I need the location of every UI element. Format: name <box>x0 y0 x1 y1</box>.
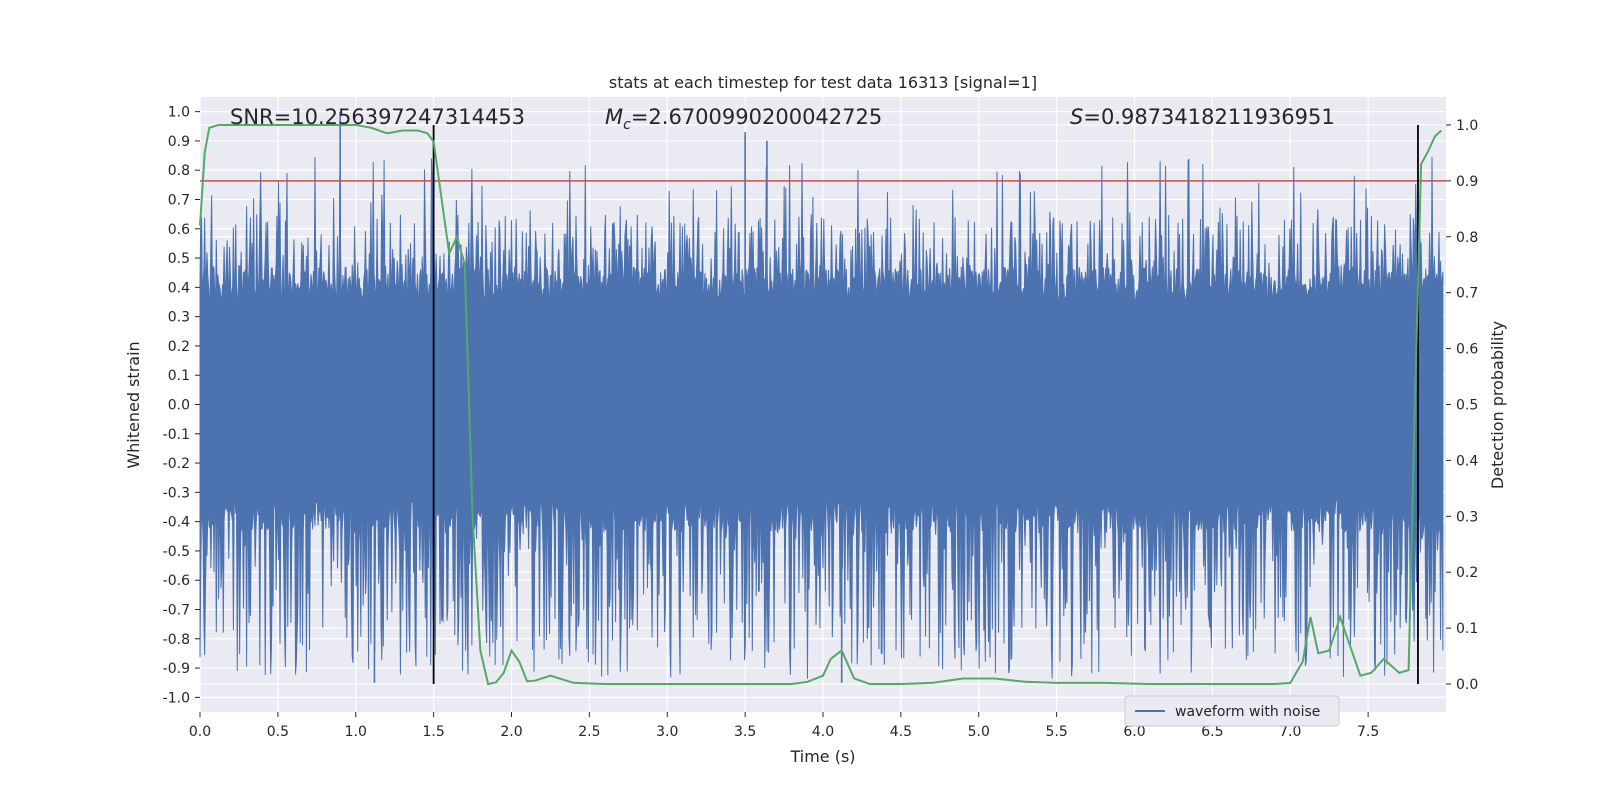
waveform-noise-band <box>199 156 1444 679</box>
x-tick-label: 5.5 <box>1045 724 1067 740</box>
chirp-mass-annotation: Mc=2.6700990200042725 <box>605 105 882 133</box>
y-tick-label: 0.8 <box>168 163 190 179</box>
x-tick-label: 0.0 <box>189 724 211 740</box>
x-tick-label: 6.5 <box>1201 724 1223 740</box>
significance-annotation: S=0.9873418211936951 <box>1070 105 1335 129</box>
y-tick-label: 0.6 <box>168 222 190 238</box>
y2-tick-label: 0.4 <box>1456 453 1478 469</box>
legend: waveform with noise <box>1124 695 1340 727</box>
series-detection-probability <box>199 123 1442 686</box>
y-tick-label: 0.7 <box>168 193 190 209</box>
legend-label-waveform: waveform with noise <box>1175 704 1320 720</box>
y2-tick-label: 0.8 <box>1456 230 1478 246</box>
x-tick-label: 3.0 <box>656 724 678 740</box>
y2-tick-label: 0.3 <box>1456 509 1478 525</box>
x-axis-label: Time (s) <box>789 747 855 766</box>
significance-value: =0.9873418211936951 <box>1083 105 1334 129</box>
x-tick-label: 4.0 <box>812 724 834 740</box>
y2-tick-label: 0.2 <box>1456 565 1478 581</box>
y2-tick-label: 0.1 <box>1456 621 1478 637</box>
event-marker-lines <box>432 124 1419 685</box>
x-tick-label: 2.5 <box>578 724 600 740</box>
y-tick-label: -0.6 <box>163 573 190 589</box>
y-axis-label: Whitened strain <box>124 341 143 468</box>
legend-box <box>1124 695 1340 727</box>
x-tick-label: 1.0 <box>345 724 367 740</box>
y-tick-label: -0.7 <box>163 603 190 619</box>
y2-axis-label: Detection probability <box>1488 321 1507 489</box>
y2-tick-label: 0.6 <box>1456 342 1478 358</box>
y2-tick-label: 0.7 <box>1456 286 1478 302</box>
chirp-mass-symbol: M <box>605 105 623 129</box>
significance-symbol: S <box>1070 105 1083 129</box>
y-tick-label: -0.9 <box>163 661 190 677</box>
y-tick-label: 0.9 <box>168 134 190 150</box>
chirp-mass-value: =2.6700990200042725 <box>631 105 882 129</box>
axes: 0.0 0.5 1.0 1.5 2.0 2.5 3.0 3.5 4.0 4.5 5.0 5.5 6.0 6… <box>163 105 1479 740</box>
y-tick-label: -0.1 <box>163 427 190 443</box>
x-tick-label: 4.5 <box>890 724 912 740</box>
snr-annotation: SNR=10.256397247314453 <box>230 105 525 129</box>
x-tick-label: 3.5 <box>734 724 756 740</box>
y-tick-label: -0.2 <box>163 456 190 472</box>
x-tick-label: 1.5 <box>422 724 444 740</box>
x-tick-label: 2.0 <box>500 724 522 740</box>
y-tick-label: 0.3 <box>168 310 190 326</box>
y-tick-label: -0.3 <box>163 485 190 501</box>
y-tick-label: -0.5 <box>163 544 190 560</box>
y-tick-label: 0.2 <box>168 339 190 355</box>
x-tick-label: 0.5 <box>267 724 289 740</box>
y-tick-label: 0.1 <box>168 368 190 384</box>
y2-tick-label: 0.0 <box>1456 677 1478 693</box>
y-tick-label: 0.5 <box>168 251 190 267</box>
chirp-mass-subscript: c <box>623 117 631 133</box>
y-tick-label: -0.4 <box>163 515 190 531</box>
chart-title: stats at each timestep for test data 163… <box>609 73 1037 92</box>
y-tick-label: 0.0 <box>168 398 190 414</box>
y2-tick-label: 0.5 <box>1456 398 1478 414</box>
x-tick-label: 6.0 <box>1123 724 1145 740</box>
y-tick-label: 1.0 <box>168 105 190 121</box>
y2-tick-label: 0.9 <box>1456 174 1478 190</box>
y-tick-label: 0.4 <box>168 280 190 296</box>
x-tick-label: 5.0 <box>968 724 990 740</box>
y-tick-label: -1.0 <box>163 690 190 706</box>
y-tick-label: -0.8 <box>163 632 190 648</box>
detection-probability-line <box>199 123 1442 686</box>
x-tick-label: 7.5 <box>1357 724 1379 740</box>
series-waveform-with-noise <box>199 111 1444 683</box>
x-tick-label: 7.0 <box>1279 724 1301 740</box>
y2-tick-label: 1.0 <box>1456 118 1478 134</box>
